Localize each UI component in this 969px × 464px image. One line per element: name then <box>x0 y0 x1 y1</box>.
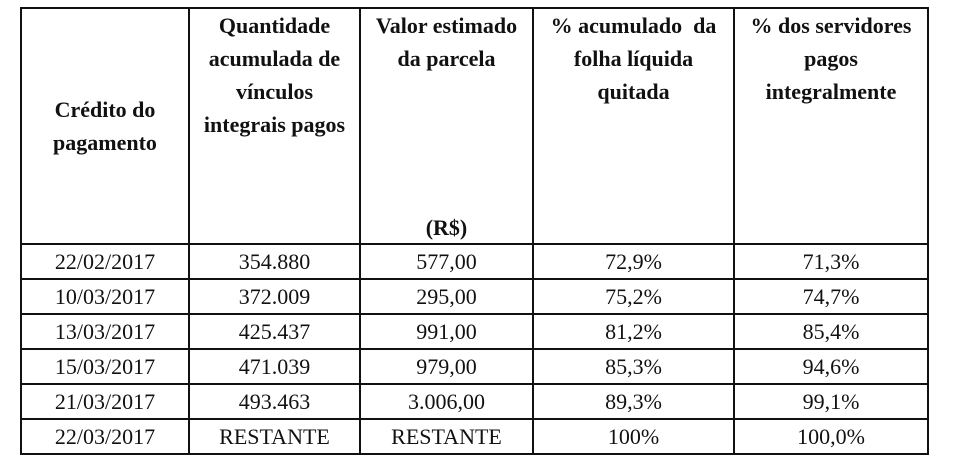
quantity-cell: 425.437 <box>188 313 361 350</box>
servants-percent-cell: 74,7% <box>733 278 929 315</box>
servants-percent-cell: 85,4% <box>733 313 929 350</box>
servants-percent-cell: 100,0% <box>733 418 929 455</box>
header-label: Valor estimado da parcela <box>375 13 518 71</box>
folha-percent-cell: 81,2% <box>532 313 735 350</box>
value-cell: 295,00 <box>359 278 534 315</box>
table-row: 22/03/2017 RESTANTE RESTANTE 100% 100,0% <box>20 418 929 455</box>
servants-percent-cell: 71,3% <box>733 243 929 280</box>
table-row: 22/02/2017 354.880 577,00 72,9% 71,3% <box>20 243 929 280</box>
header-row: Crédito do pagamento Quantidade acumulad… <box>20 7 929 245</box>
credit-date-cell: 21/03/2017 <box>20 383 190 420</box>
credit-date-cell: 22/02/2017 <box>20 243 190 280</box>
table-row: 10/03/2017 372.009 295,00 75,2% 74,7% <box>20 278 929 315</box>
header-accumulated-percent: % acumulado da folha líquida quitada <box>532 7 735 245</box>
folha-percent-cell: 85,3% <box>532 348 735 385</box>
value-cell: 979,00 <box>359 348 534 385</box>
credit-date-cell: 10/03/2017 <box>20 278 190 315</box>
header-accumulated-quantity: Quantidade acumulada de vínculos integra… <box>188 7 361 245</box>
credit-date-cell: 13/03/2017 <box>20 313 190 350</box>
value-cell: 577,00 <box>359 243 534 280</box>
folha-percent-cell: 72,9% <box>532 243 735 280</box>
header-servants-percent: % dos servidores pagos integralmente <box>733 7 929 245</box>
table-row: 15/03/2017 471.039 979,00 85,3% 94,6% <box>20 348 929 385</box>
value-cell: RESTANTE <box>359 418 534 455</box>
table-row: 13/03/2017 425.437 991,00 81,2% 85,4% <box>20 313 929 350</box>
header-estimated-value: Valor estimado da parcela (R$) <box>359 7 534 245</box>
header-label: % acumulado da folha líquida quitada <box>550 13 722 104</box>
quantity-cell: 493.463 <box>188 383 361 420</box>
header-label: % dos servidores pagos integralmente <box>750 13 912 104</box>
header-label: Crédito do pagamento <box>53 97 157 155</box>
credit-date-cell: 15/03/2017 <box>20 348 190 385</box>
header-unit: (R$) <box>425 215 468 240</box>
header-label: Quantidade acumulada de vínculos integra… <box>203 13 346 137</box>
quantity-cell: RESTANTE <box>188 418 361 455</box>
payment-schedule-table: Crédito do pagamento Quantidade acumulad… <box>20 7 929 455</box>
header-credit-date: Crédito do pagamento <box>20 7 190 245</box>
servants-percent-cell: 94,6% <box>733 348 929 385</box>
table-row: 21/03/2017 493.463 3.006,00 89,3% 99,1% <box>20 383 929 420</box>
folha-percent-cell: 100% <box>532 418 735 455</box>
quantity-cell: 471.039 <box>188 348 361 385</box>
quantity-cell: 372.009 <box>188 278 361 315</box>
folha-percent-cell: 75,2% <box>532 278 735 315</box>
value-cell: 3.006,00 <box>359 383 534 420</box>
credit-date-cell: 22/03/2017 <box>20 418 190 455</box>
servants-percent-cell: 99,1% <box>733 383 929 420</box>
folha-percent-cell: 89,3% <box>532 383 735 420</box>
value-cell: 991,00 <box>359 313 534 350</box>
quantity-cell: 354.880 <box>188 243 361 280</box>
